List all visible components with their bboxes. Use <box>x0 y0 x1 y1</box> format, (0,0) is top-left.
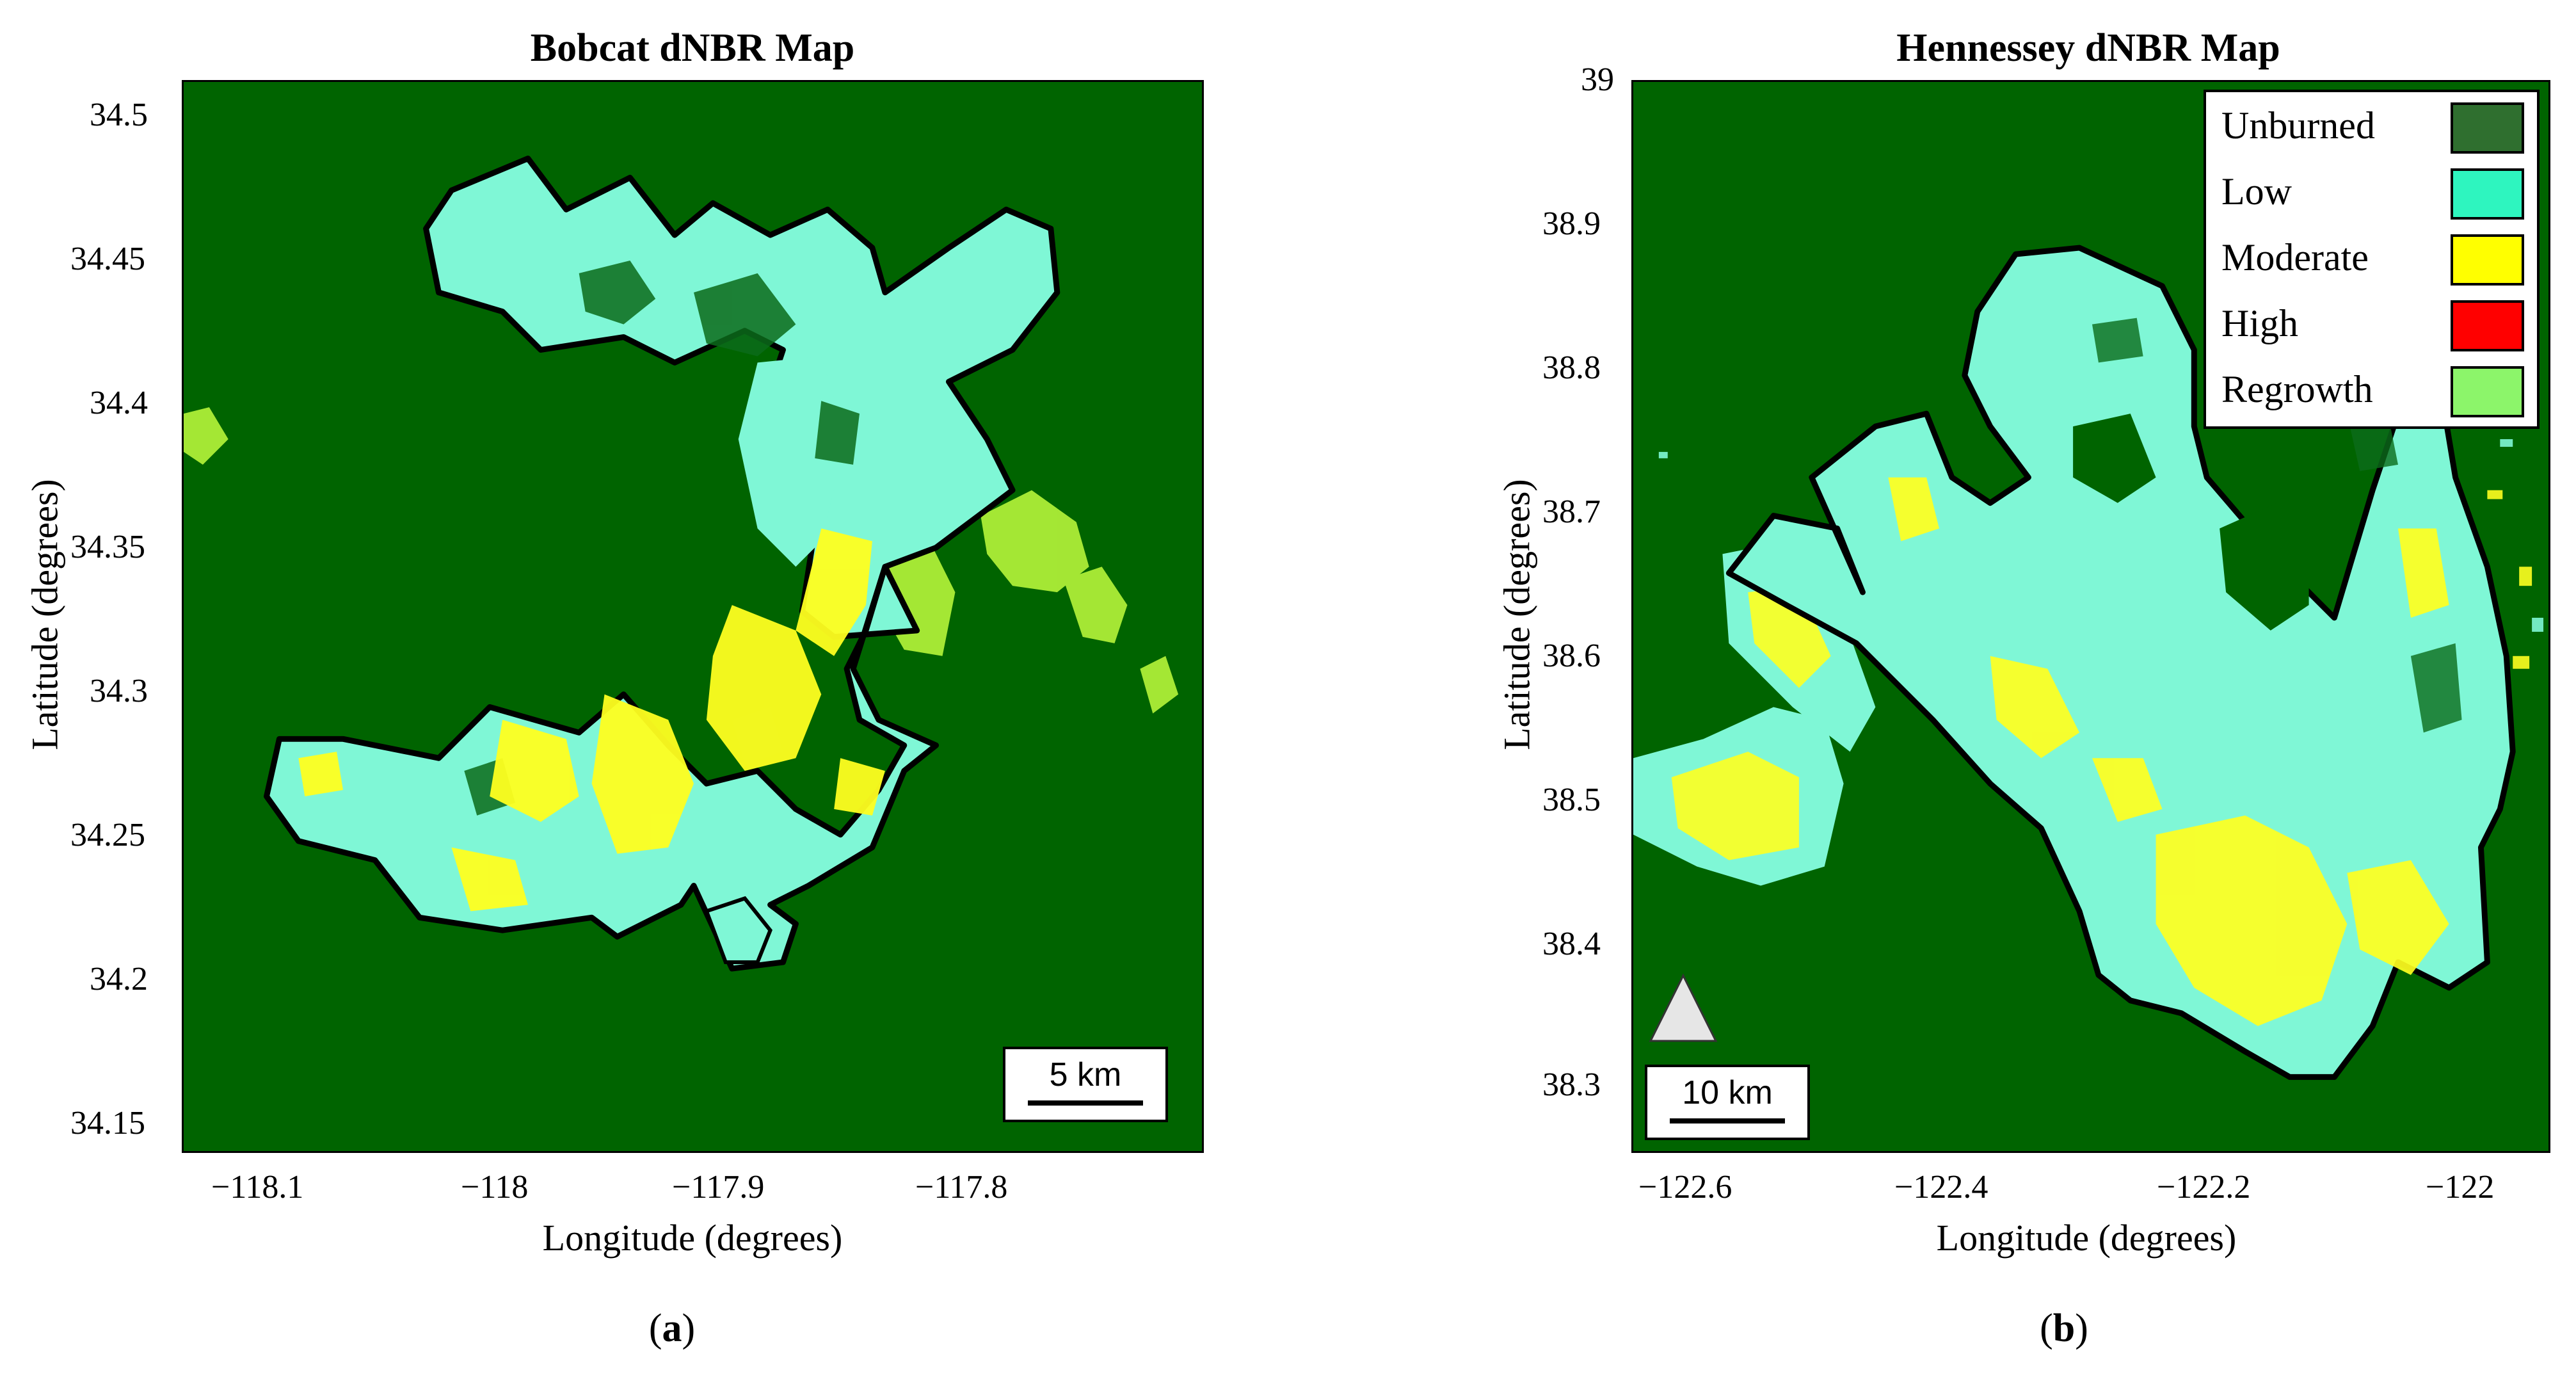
panel-b-title: Hennessey dNBR Map <box>1896 26 2280 70</box>
panel-a-y-tick: 34.4 <box>90 385 148 421</box>
panel-a-y-tick: 34.2 <box>90 961 148 997</box>
panel-b-y-tick: 38.4 <box>1542 926 1601 962</box>
panel-b-y-tick: 38.7 <box>1542 494 1601 530</box>
panel-b-scale-label: 10 km <box>1682 1074 1773 1111</box>
legend-label: Moderate <box>2221 236 2369 278</box>
legend-label: Low <box>2221 170 2292 213</box>
panel-a-y-tick: 34.3 <box>90 673 148 709</box>
panel-a-x-label: Longitude (degrees) <box>542 1217 843 1259</box>
panel-a-title: Bobcat dNBR Map <box>530 26 855 70</box>
legend-item-low: Low <box>2221 159 2524 227</box>
panel-b-y-tick: 38.8 <box>1542 350 1601 386</box>
panel-a-caption: (a) <box>648 1307 696 1350</box>
panel-a-x-tick: −118 <box>461 1169 529 1205</box>
panel-a-x-tick: −117.9 <box>672 1169 765 1205</box>
panel-b-x-label: Longitude (degrees) <box>1936 1217 2237 1259</box>
panel-a-y-tick: 34.15 <box>70 1105 145 1141</box>
panel-b-x-tick: −122.4 <box>1894 1169 1988 1205</box>
legend-item-high: High <box>2221 291 2524 358</box>
panel-a-y-tick: 34.25 <box>70 817 145 853</box>
panel-a-x-tick: −118.1 <box>211 1169 304 1205</box>
scale-bar-line <box>1670 1118 1785 1123</box>
panel-b-y-tick: 38.6 <box>1542 638 1601 674</box>
panel-b-y-tick: 38.3 <box>1542 1067 1601 1103</box>
panel-b-y-tick: 38.9 <box>1542 205 1601 242</box>
panel-a-map <box>182 80 1204 1153</box>
legend-item-regrowth: Regrowth <box>2221 357 2524 424</box>
legend-swatch <box>2451 300 2524 351</box>
north-arrow-icon <box>1649 973 1718 1042</box>
panel-a-y-tick: 34.5 <box>90 97 148 133</box>
bobcat-burn-map <box>184 82 1202 1151</box>
scale-bar-line <box>1028 1100 1143 1106</box>
panel-a-y-tick: 34.35 <box>70 529 145 565</box>
panel-a-scale-bar: 5 km <box>1003 1047 1168 1122</box>
legend-swatch <box>2451 102 2524 154</box>
panel-b-caption: (b) <box>2040 1307 2088 1350</box>
legend-swatch <box>2451 234 2524 286</box>
panel-b-y-tick: 38.5 <box>1542 782 1601 818</box>
panel-b-scale-bar: 10 km <box>1645 1065 1810 1140</box>
legend-label: Regrowth <box>2221 368 2373 410</box>
legend-label: High <box>2221 302 2298 344</box>
legend-item-moderate: Moderate <box>2221 225 2524 293</box>
panel-b-x-tick: −122 <box>2426 1169 2495 1205</box>
panel-a-scale-label: 5 km <box>1049 1056 1122 1093</box>
regrowth-patches <box>184 407 1179 714</box>
panel-b-x-tick: −122.2 <box>2157 1169 2251 1205</box>
legend-label: Unburned <box>2221 104 2375 147</box>
panel-b-x-tick: −122.6 <box>1638 1169 1732 1205</box>
legend-swatch <box>2451 168 2524 220</box>
panel-b-y-tick: 39 <box>1581 61 1614 98</box>
legend: Unburned Low Moderate High Regrowth <box>2204 90 2540 429</box>
panel-a-y-label: Latitude (degrees) <box>24 479 66 750</box>
legend-item-unburned: Unburned <box>2221 93 2524 161</box>
panel-a-x-tick: −117.8 <box>915 1169 1008 1205</box>
panel-a-y-tick: 34.45 <box>70 241 145 277</box>
legend-swatch <box>2451 366 2524 417</box>
panel-b-y-label: Latitude (degrees) <box>1496 479 1538 750</box>
